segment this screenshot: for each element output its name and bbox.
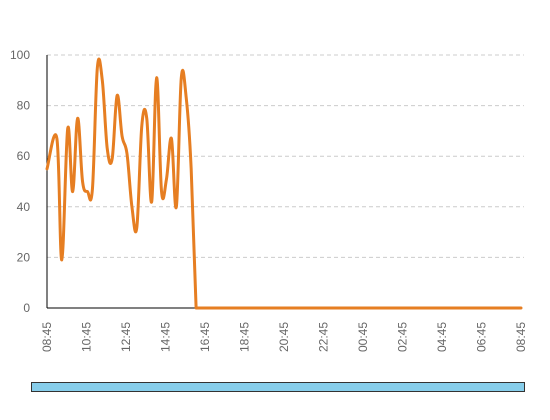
time-range-scrollbar[interactable] — [31, 382, 525, 392]
x-tick-label: 20:45 — [277, 322, 291, 352]
axes — [46, 55, 521, 309]
y-tick-label: 80 — [17, 99, 31, 113]
x-axis-ticks: 08:45 10:45 12:45 14:45 16:45 18:45 20:45 22:45… — [40, 322, 528, 352]
series-line-0 — [45, 57, 523, 310]
grid — [47, 54, 524, 258]
x-tick-label: 04:45 — [435, 322, 449, 352]
x-tick-label: 08:45 — [40, 322, 54, 352]
x-tick-label: 06:45 — [475, 322, 489, 352]
x-tick-label: 18:45 — [238, 322, 252, 352]
x-tick-label: 10:45 — [80, 322, 94, 352]
x-tick-label: 14:45 — [159, 322, 173, 352]
x-tick-label: 02:45 — [396, 322, 410, 352]
series — [45, 57, 523, 310]
x-tick-label: 12:45 — [119, 322, 133, 352]
y-tick-label: 60 — [17, 149, 31, 163]
y-tick-label: 100 — [10, 48, 30, 62]
line-chart: 0 20 40 60 80 100 08:45 10:45 12:45 14:45 16:45 18… — [10, 48, 528, 352]
x-tick-label: 16:45 — [198, 322, 212, 352]
x-tick-label: 00:45 — [356, 322, 370, 352]
x-tick-label: 08:45 — [514, 322, 528, 352]
y-tick-label: 20 — [17, 250, 31, 264]
x-tick-label: 22:45 — [317, 322, 331, 352]
y-tick-label: 0 — [23, 301, 30, 315]
y-tick-label: 40 — [17, 200, 31, 214]
y-axis-ticks: 0 20 40 60 80 100 — [10, 48, 30, 315]
